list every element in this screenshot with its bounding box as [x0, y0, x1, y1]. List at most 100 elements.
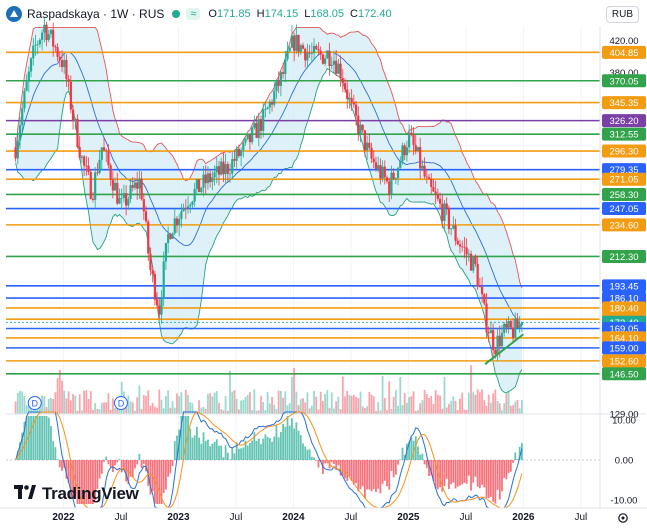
macd-histogram-bar: [32, 416, 35, 460]
candle-body: [441, 203, 444, 221]
macd-histogram-bar: [310, 456, 313, 460]
level-label: 258.30: [609, 190, 638, 201]
volume-bar: [156, 407, 158, 414]
candle-body: [450, 228, 453, 230]
volume-bar: [165, 396, 167, 414]
candle-body: [125, 193, 128, 206]
horizontal-levels[interactable]: [6, 51, 600, 375]
macd-histogram-bar: [414, 436, 417, 460]
volume-bar: [39, 405, 41, 414]
candle-body: [248, 134, 252, 143]
macd-histogram-bar: [481, 460, 483, 485]
currency-selector[interactable]: RUB: [605, 6, 639, 23]
macd-histogram-bar: [275, 425, 278, 460]
volume-bar: [81, 410, 83, 414]
candle-body: [480, 286, 484, 295]
macd-histogram-bar: [368, 460, 371, 490]
macd-histogram-bar: [255, 440, 258, 460]
volume-bar: [324, 393, 327, 414]
volume-bar: [191, 403, 194, 414]
candle-body: [392, 172, 395, 179]
volume-bar: [487, 394, 490, 414]
level-label: 186.10: [609, 294, 638, 305]
candle-body: [173, 218, 176, 234]
level-label: 212.30: [609, 252, 638, 263]
level-label: 345.35: [609, 98, 638, 109]
candle-body: [266, 107, 269, 110]
candle-body: [401, 145, 404, 162]
level-label-bg: [602, 249, 646, 263]
candle-body: [509, 320, 512, 328]
macd-histogram-bar: [443, 460, 446, 487]
candle-body: [116, 182, 119, 204]
macd-histogram-bar: [439, 460, 441, 487]
tradingview-logo[interactable]: TradingView: [14, 484, 139, 504]
candle-body: [465, 247, 468, 255]
macd-histogram-bar: [496, 460, 499, 490]
volume-bar: [50, 397, 52, 414]
volume-bar: [111, 398, 114, 414]
candle-body: [102, 147, 106, 151]
volume-bar: [503, 403, 506, 414]
volume-bar: [41, 395, 44, 414]
settings-gear-icon[interactable]: [617, 511, 629, 529]
macd-histogram-bar: [171, 460, 174, 466]
candle-body: [213, 172, 216, 178]
volume-bar: [98, 409, 101, 414]
candle-body: [332, 60, 336, 65]
macd-histogram-bar: [501, 460, 503, 492]
macd-histogram-bar: [397, 460, 399, 465]
macd-histogram-bar: [465, 460, 468, 484]
candle-body: [253, 123, 256, 128]
volume-bar: [262, 401, 265, 414]
volume-bar: [147, 390, 150, 414]
volume-bar: [514, 401, 517, 414]
level-label-bg: [602, 301, 646, 315]
candle-body: [226, 164, 229, 174]
volume-bar: [235, 398, 238, 414]
macd-histogram-bar: [509, 460, 512, 472]
volume-bar: [352, 395, 355, 414]
volume-bar: [127, 395, 130, 414]
macd-histogram-bar: [87, 460, 90, 504]
volume-bar: [78, 394, 81, 414]
macd-histogram-bar: [78, 460, 81, 504]
macd-histogram-bar: [474, 460, 477, 477]
candle-body: [503, 323, 506, 333]
price-candles[interactable]: [14, 16, 524, 365]
macd-histogram-bar: [339, 460, 342, 476]
macd-histogram-bar: [306, 449, 309, 460]
candle-body: [350, 97, 353, 103]
candle-body: [76, 118, 79, 148]
volume-bar: [58, 369, 61, 414]
dividend-marker-label: D: [31, 399, 38, 409]
macd-histogram-bar: [472, 460, 475, 483]
macd-histogram-bar: [23, 421, 26, 460]
candle-body: [180, 211, 183, 219]
volume-bar: [394, 390, 397, 414]
candle-body: [427, 177, 431, 179]
candle-body: [58, 56, 61, 61]
candle-body: [136, 182, 139, 189]
macd-histogram-bar: [390, 460, 393, 471]
volume-bar: [198, 400, 200, 414]
volume-bar: [315, 396, 318, 414]
volume-bar: [454, 400, 457, 414]
macd-histogram-bar: [344, 460, 346, 479]
volume-bar: [410, 396, 413, 414]
volume-bar: [494, 389, 497, 414]
symbol-title[interactable]: Raspadskaya · 1W · RUS: [27, 7, 165, 21]
volume-bar: [233, 390, 236, 414]
ohlc-open: O171.85: [208, 8, 251, 20]
candle-body: [69, 81, 72, 110]
candle-body: [202, 174, 205, 188]
volume-bar: [412, 391, 415, 414]
candle-body: [518, 324, 521, 329]
macd-histogram-bar: [490, 460, 492, 497]
macd-histogram-bar: [286, 416, 289, 460]
macd-histogram-bar: [52, 441, 55, 460]
volume-bar: [240, 400, 242, 414]
candle-body: [456, 240, 459, 245]
